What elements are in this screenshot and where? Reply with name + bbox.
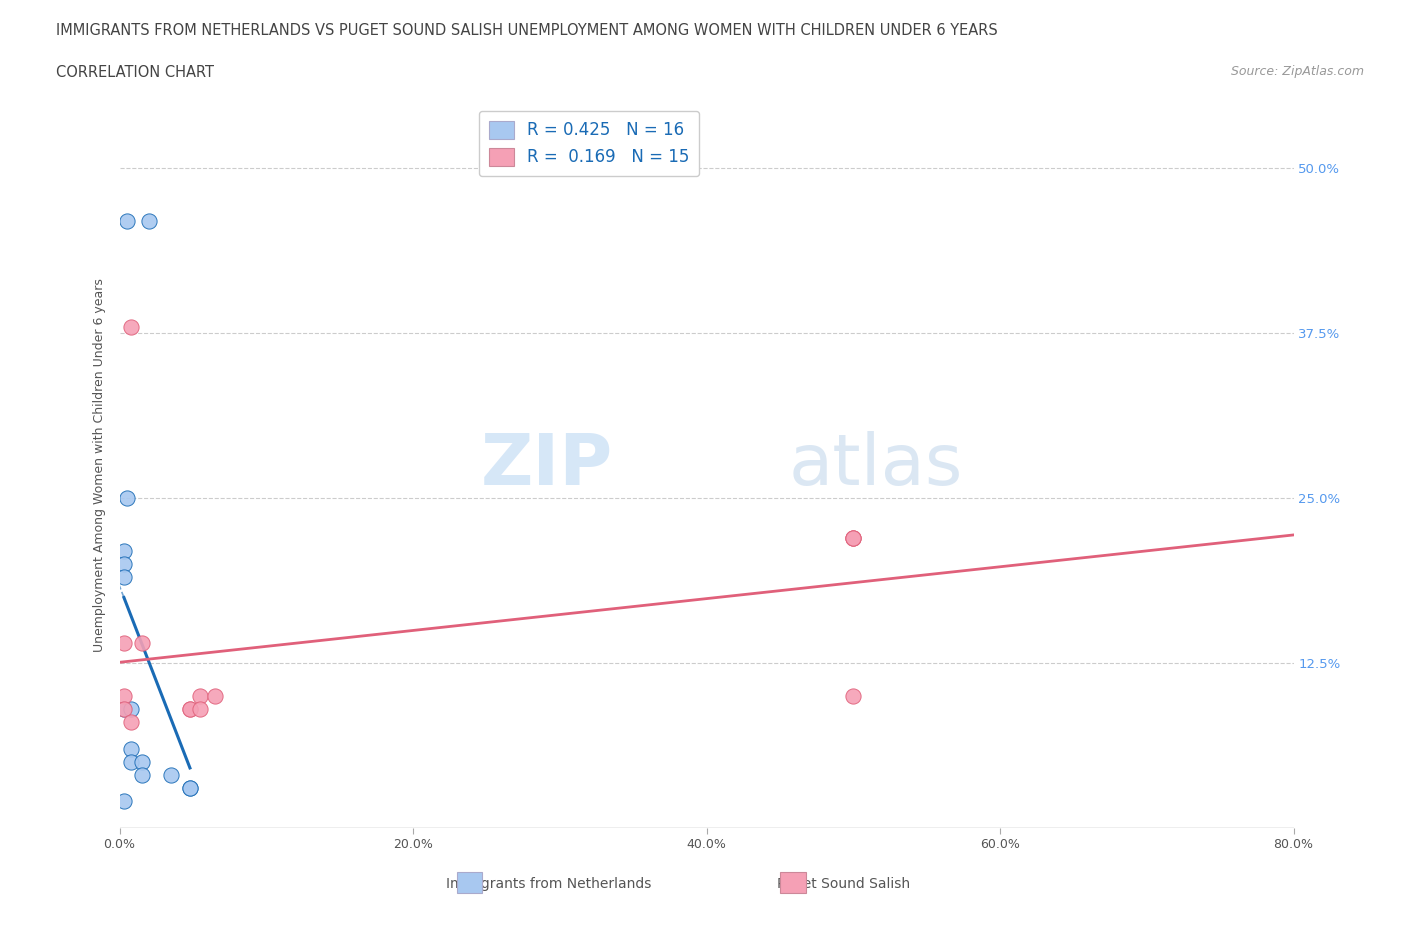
Text: Source: ZipAtlas.com: Source: ZipAtlas.com (1230, 65, 1364, 78)
Point (112, 688, 135, 703)
Text: ZIP: ZIP (481, 431, 613, 499)
Point (179, 780, 201, 795)
Point (120, 319, 142, 334)
Text: CORRELATION CHART: CORRELATION CHART (56, 65, 214, 80)
Point (120, 701, 142, 716)
Point (131, 767, 153, 782)
Point (160, 767, 183, 782)
Point (112, 794, 135, 809)
Text: IMMIGRANTS FROM NETHERLANDS VS PUGET SOUND SALISH UNEMPLOYMENT AMONG WOMEN WITH : IMMIGRANTS FROM NETHERLANDS VS PUGET SOU… (56, 23, 998, 38)
Text: atlas: atlas (789, 431, 963, 499)
Point (138, 214, 160, 229)
Text: Immigrants from Netherlands: Immigrants from Netherlands (446, 876, 651, 891)
Point (120, 715, 142, 730)
Point (842, 530, 865, 545)
Point (112, 570, 135, 585)
Point (179, 780, 201, 795)
Point (179, 701, 201, 716)
Point (188, 701, 211, 716)
Text: Puget Sound Salish: Puget Sound Salish (778, 876, 910, 891)
Point (188, 688, 211, 703)
Point (112, 556, 135, 571)
Point (120, 741, 142, 756)
Point (179, 701, 201, 716)
Point (112, 701, 135, 716)
Point (131, 635, 153, 650)
Point (120, 754, 142, 769)
Point (112, 701, 135, 716)
Point (131, 754, 153, 769)
Point (204, 688, 226, 703)
Point (842, 530, 865, 545)
Point (115, 490, 138, 505)
Point (115, 214, 138, 229)
Point (112, 543, 135, 558)
Point (842, 530, 865, 545)
Y-axis label: Unemployment Among Women with Children Under 6 years: Unemployment Among Women with Children U… (93, 278, 107, 652)
Legend: R = 0.425   N = 16, R =  0.169   N = 15: R = 0.425 N = 16, R = 0.169 N = 15 (479, 111, 699, 177)
Point (842, 688, 865, 703)
Point (112, 635, 135, 650)
